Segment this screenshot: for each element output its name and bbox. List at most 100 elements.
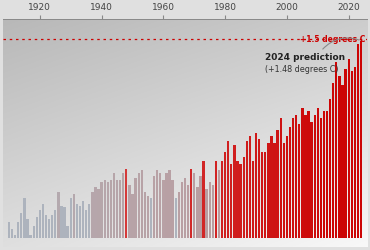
Bar [329,99,331,238]
Bar [175,198,177,238]
Bar [165,173,168,238]
Bar [116,180,118,238]
Bar [107,182,109,238]
Bar [224,152,226,238]
Bar [255,134,257,238]
Bar [236,161,239,238]
Text: 2024 prediction: 2024 prediction [265,53,346,62]
Bar [178,192,180,238]
Bar [320,118,322,238]
Bar [242,158,245,238]
Bar [76,204,78,238]
Bar [11,229,13,238]
Bar [209,182,211,238]
Bar [168,170,171,238]
Bar [326,111,328,238]
Bar [273,143,276,238]
Bar [85,210,87,238]
Bar [54,210,57,238]
Bar [8,222,10,238]
Bar [153,176,155,238]
Bar [199,176,202,238]
Bar [267,143,270,238]
Bar [351,72,353,238]
Bar [298,124,300,238]
Bar [342,85,344,238]
Bar [134,178,137,238]
Bar [249,136,251,238]
Bar [221,161,223,238]
Bar [14,235,16,238]
Bar [63,208,66,238]
Bar [347,60,350,238]
Bar [42,204,44,238]
Bar [215,161,217,238]
Bar [171,180,174,238]
Bar [110,180,112,238]
Bar [292,118,294,238]
Bar [122,173,124,238]
Bar [246,141,248,238]
Bar [159,173,161,238]
Bar [193,173,195,238]
Bar [36,217,38,238]
Bar [360,41,362,238]
Bar [73,194,75,238]
Bar [310,122,313,238]
Bar [60,206,63,238]
Bar [131,194,134,238]
Bar [82,201,84,238]
Bar [150,198,152,238]
Bar [280,118,282,238]
Bar [20,213,23,238]
Bar [230,164,232,238]
Text: +1.5 degrees C: +1.5 degrees C [300,34,366,43]
Bar [205,189,208,238]
Bar [227,141,229,238]
Bar [323,111,325,238]
Bar [91,192,94,238]
Bar [181,182,183,238]
Bar [23,198,26,238]
Bar [252,161,254,238]
Bar [289,127,291,238]
Bar [301,108,303,238]
Bar [258,139,260,238]
Bar [276,130,279,238]
Bar [317,108,319,238]
Bar [332,84,334,238]
Bar [307,111,310,238]
Bar [57,192,60,238]
Bar [202,161,205,238]
Bar [94,187,97,238]
Bar [144,192,146,238]
Bar [88,204,90,238]
Bar [218,170,220,238]
Bar [304,115,307,238]
Bar [70,198,72,238]
Bar [125,168,128,238]
Bar [51,215,53,238]
Bar [45,215,47,238]
Bar [283,143,285,238]
Bar [239,164,242,238]
Bar [128,185,131,238]
Bar [147,196,149,238]
Bar [17,222,19,238]
Bar [233,146,236,238]
Bar [100,182,103,238]
Bar [30,235,32,238]
Bar [354,67,356,238]
Bar [190,168,192,238]
Bar [39,210,41,238]
Bar [261,152,263,238]
Bar [33,226,35,238]
Text: (+1.48 degrees C): (+1.48 degrees C) [265,65,339,74]
Bar [97,189,100,238]
Bar [212,185,214,238]
Bar [286,136,288,238]
Bar [48,220,50,238]
Bar [184,178,186,238]
Bar [162,180,165,238]
Bar [196,187,199,238]
